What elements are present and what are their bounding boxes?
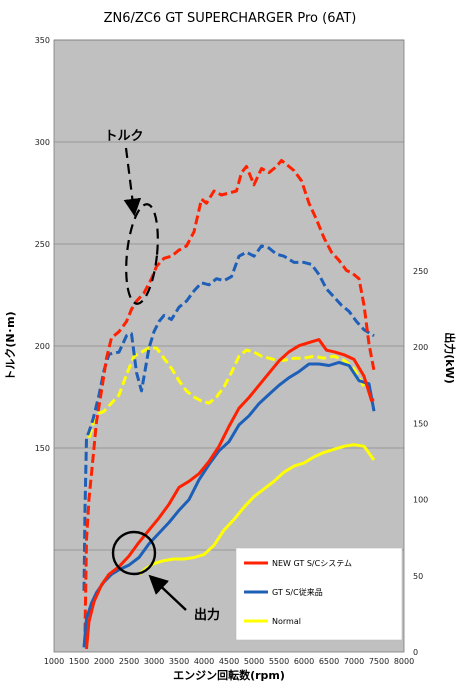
series-line-power-3 — [85, 338, 375, 650]
x-tick-label: 1000 — [44, 657, 64, 666]
y-right-tick-label: 0 — [413, 648, 418, 657]
y-right-tick-label: 50 — [413, 572, 423, 581]
x-tick-label: 5500 — [269, 657, 289, 666]
y-left-tick-label: 250 — [35, 240, 50, 249]
axis-ticks: 1000 1500 2000 2500 3000 3500 4000 4500 5000 5500… — [35, 36, 429, 666]
y-axis-title-left: トルク(N･m) — [4, 311, 17, 380]
legend-label: Normal — [272, 617, 301, 626]
x-tick-label: 7000 — [344, 657, 364, 666]
y-right-tick-label: 100 — [413, 496, 428, 505]
x-tick-label: 4500 — [219, 657, 239, 666]
plot-border — [53, 39, 405, 653]
x-tick-label: 3500 — [169, 657, 189, 666]
legend: NEW GT S/Cシステム GT S/C従来品 Normal — [235, 547, 403, 641]
power-highlight-circle — [111, 530, 157, 576]
series-line-torque-1 — [82, 244, 375, 591]
y-left-tick-label: 200 — [35, 342, 50, 351]
x-tick-label: 1500 — [69, 657, 89, 666]
torque-arrow — [123, 147, 142, 217]
series-line-power-5 — [138, 443, 376, 576]
torque-annotation-label: トルク — [104, 129, 143, 144]
x-axis-title: エンジン回転数(rpm) — [173, 668, 285, 682]
y-left-tick-label: 150 — [35, 444, 50, 453]
torque-highlight-ellipse — [125, 203, 159, 305]
series-lines — [82, 158, 376, 650]
y-right-tick-label: 200 — [413, 343, 428, 352]
power-arrow — [148, 574, 187, 611]
x-tick-label: 5000 — [244, 657, 264, 666]
y-left-tick-label: 350 — [35, 36, 50, 45]
legend-label: GT S/C従来品 — [272, 587, 323, 597]
x-tick-label: 2500 — [119, 657, 139, 666]
series-line-torque-2 — [87, 346, 366, 439]
y-axis-title-right: 出力(kW) — [443, 332, 457, 384]
x-tick-label: 2000 — [94, 657, 114, 666]
x-tick-label: 6500 — [319, 657, 339, 666]
x-tick-label: 6000 — [294, 657, 314, 666]
y-right-tick-label: 250 — [413, 267, 428, 276]
power-annotation-label: 出力 — [194, 607, 220, 623]
x-tick-label: 4000 — [194, 657, 214, 666]
series-line-power-4 — [82, 360, 376, 648]
x-tick-label: 8000 — [394, 657, 414, 666]
legend-label: NEW GT S/Cシステム — [272, 559, 352, 568]
x-tick-label: 7500 — [369, 657, 389, 666]
series-line-torque-0 — [83, 158, 376, 632]
y-left-tick-label: 300 — [35, 138, 50, 147]
chart-title: ZN6/ZC6 GT SUPERCHARGER Pro (6AT) — [104, 11, 357, 26]
x-tick-label: 3000 — [144, 657, 164, 666]
y-right-tick-label: 150 — [413, 419, 428, 428]
